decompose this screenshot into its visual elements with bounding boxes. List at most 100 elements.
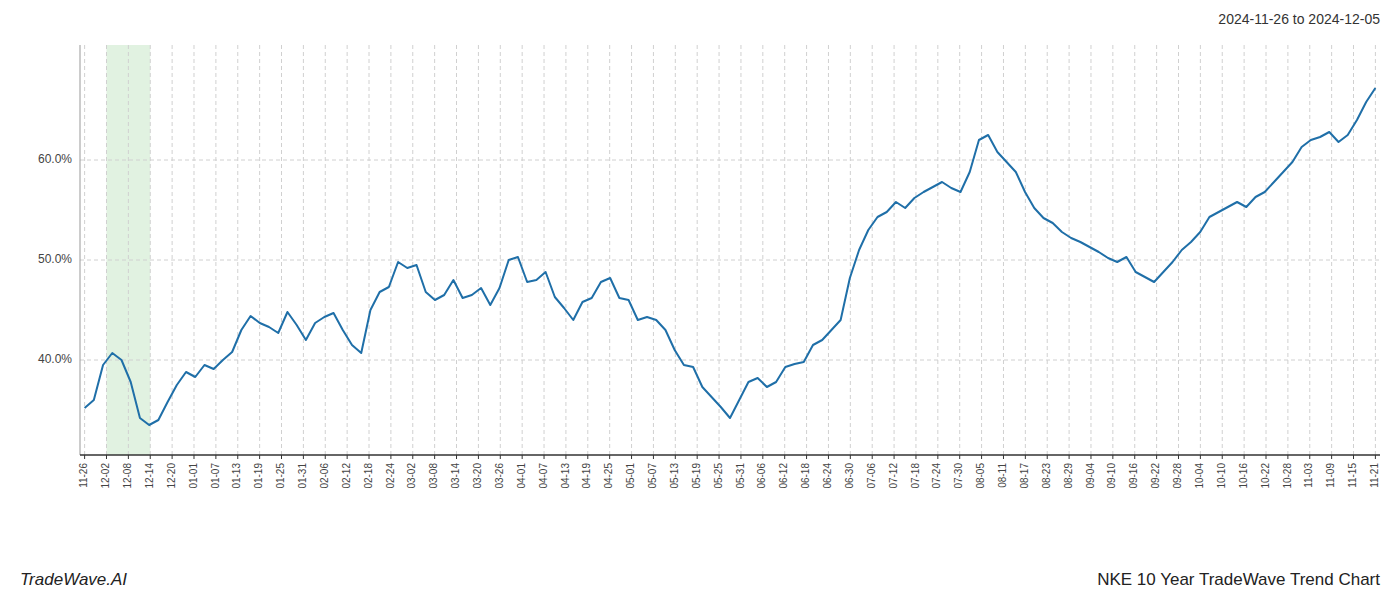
x-tick-label: 04-19 bbox=[581, 463, 592, 489]
x-tick bbox=[522, 455, 523, 459]
plot-area bbox=[80, 45, 1380, 455]
x-tick bbox=[128, 455, 129, 459]
x-tick-label: 07-30 bbox=[953, 463, 964, 489]
chart: 40.0%50.0%60.0%11-2612-0212-0812-1412-20… bbox=[0, 0, 1400, 600]
x-grid-line bbox=[544, 45, 545, 455]
x-tick bbox=[1375, 455, 1376, 459]
x-tick bbox=[1112, 455, 1113, 459]
x-grid-line bbox=[84, 45, 85, 455]
x-tick-label: 10-04 bbox=[1194, 463, 1205, 489]
x-tick bbox=[565, 455, 566, 459]
x-tick-label: 07-12 bbox=[888, 463, 899, 489]
x-tick-label: 07-18 bbox=[910, 463, 921, 489]
x-grid-line bbox=[1090, 45, 1091, 455]
x-grid-line bbox=[1222, 45, 1223, 455]
x-tick-label: 05-19 bbox=[691, 463, 702, 489]
x-tick bbox=[828, 455, 829, 459]
page: {"chart_data": { "type": "line", "title"… bbox=[0, 0, 1400, 600]
x-grid-line bbox=[128, 45, 129, 455]
x-tick bbox=[697, 455, 698, 459]
x-tick-label: 10-16 bbox=[1238, 463, 1249, 489]
x-tick-label: 09-10 bbox=[1106, 463, 1117, 489]
x-tick-label: 02-18 bbox=[363, 463, 374, 489]
x-tick-label: 01-19 bbox=[253, 463, 264, 489]
x-tick-label: 06-12 bbox=[778, 463, 789, 489]
x-tick-label: 06-30 bbox=[844, 463, 855, 489]
x-tick bbox=[1134, 455, 1135, 459]
x-tick bbox=[1025, 455, 1026, 459]
x-tick-label: 05-13 bbox=[669, 463, 680, 489]
x-tick bbox=[937, 455, 938, 459]
x-tick bbox=[981, 455, 982, 459]
x-grid-line bbox=[259, 45, 260, 455]
x-grid-line bbox=[1178, 45, 1179, 455]
x-grid-line bbox=[106, 45, 107, 455]
x-grid-line bbox=[478, 45, 479, 455]
x-grid-line bbox=[828, 45, 829, 455]
x-tick bbox=[500, 455, 501, 459]
x-tick-label: 04-07 bbox=[538, 463, 549, 489]
x-tick bbox=[806, 455, 807, 459]
x-grid-line bbox=[1025, 45, 1026, 455]
y-tick-label: 50.0% bbox=[38, 252, 72, 266]
x-tick-label: 07-06 bbox=[866, 463, 877, 489]
x-tick bbox=[172, 455, 173, 459]
x-tick-label: 06-24 bbox=[822, 463, 833, 489]
x-tick bbox=[1200, 455, 1201, 459]
x-grid-line bbox=[1309, 45, 1310, 455]
x-tick bbox=[412, 455, 413, 459]
x-grid-line bbox=[675, 45, 676, 455]
x-tick-label: 01-31 bbox=[297, 463, 308, 489]
x-tick bbox=[1244, 455, 1245, 459]
chart-title: NKE 10 Year TradeWave Trend Chart bbox=[1097, 570, 1380, 589]
x-grid-line bbox=[631, 45, 632, 455]
x-tick bbox=[347, 455, 348, 459]
x-tick bbox=[544, 455, 545, 459]
x-grid-line bbox=[806, 45, 807, 455]
x-grid-line bbox=[697, 45, 698, 455]
x-tick bbox=[1003, 455, 1004, 459]
x-grid-line bbox=[1353, 45, 1354, 455]
x-tick-label: 11-21 bbox=[1369, 463, 1380, 488]
y-axis-line bbox=[80, 45, 81, 455]
x-tick-label: 10-28 bbox=[1282, 463, 1293, 489]
x-grid-line bbox=[1047, 45, 1048, 455]
x-grid-line bbox=[390, 45, 391, 455]
x-tick-label: 05-07 bbox=[647, 463, 658, 489]
x-tick bbox=[478, 455, 479, 459]
x-grid-line bbox=[762, 45, 763, 455]
x-grid-line bbox=[1331, 45, 1332, 455]
y-tick-label: 60.0% bbox=[38, 152, 72, 166]
x-grid-line bbox=[215, 45, 216, 455]
x-tick-label: 02-12 bbox=[341, 463, 352, 489]
x-tick bbox=[150, 455, 151, 459]
x-tick-label: 09-04 bbox=[1085, 463, 1096, 489]
x-grid-line bbox=[784, 45, 785, 455]
x-tick-label: 08-23 bbox=[1041, 463, 1052, 489]
x-grid-line bbox=[1244, 45, 1245, 455]
x-tick-label: 03-26 bbox=[494, 463, 505, 489]
x-grid-line bbox=[1134, 45, 1135, 455]
x-tick-label: 03-20 bbox=[472, 463, 483, 489]
x-tick-label: 02-24 bbox=[385, 463, 396, 489]
x-grid-line bbox=[1069, 45, 1070, 455]
x-tick bbox=[872, 455, 873, 459]
x-tick bbox=[719, 455, 720, 459]
x-tick-label: 07-24 bbox=[931, 463, 942, 489]
x-tick-label: 09-16 bbox=[1128, 463, 1139, 489]
x-tick bbox=[215, 455, 216, 459]
x-tick bbox=[1287, 455, 1288, 459]
x-tick-label: 11-15 bbox=[1347, 463, 1358, 488]
x-grid-line bbox=[303, 45, 304, 455]
x-tick bbox=[959, 455, 960, 459]
x-grid-line bbox=[456, 45, 457, 455]
x-grid-line bbox=[1003, 45, 1004, 455]
footer-brand: TradeWave.AI bbox=[20, 570, 127, 589]
x-tick bbox=[1331, 455, 1332, 459]
x-tick bbox=[434, 455, 435, 459]
x-tick bbox=[740, 455, 741, 459]
x-grid-line bbox=[1156, 45, 1157, 455]
x-grid-line bbox=[981, 45, 982, 455]
x-tick-label: 01-25 bbox=[275, 463, 286, 489]
x-grid-line bbox=[1287, 45, 1288, 455]
